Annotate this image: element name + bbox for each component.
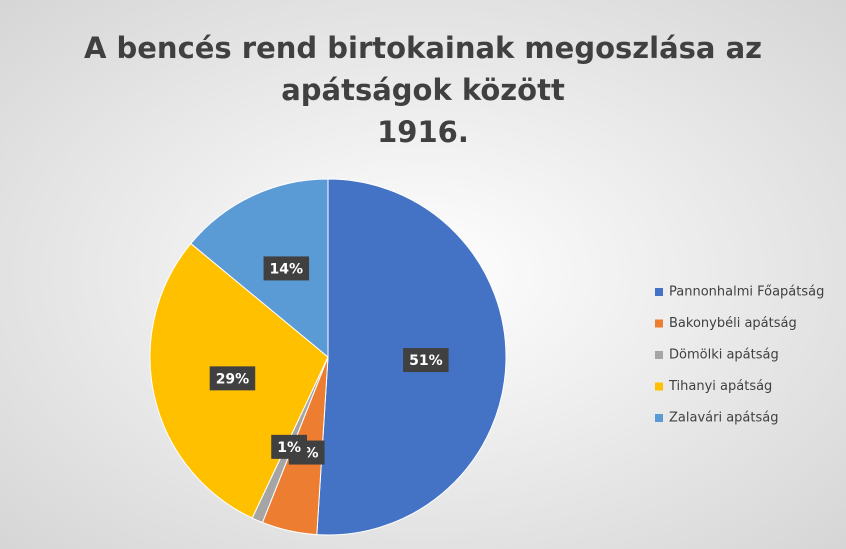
data-label-text: 1%	[277, 440, 301, 456]
legend-label: Zalavári apátság	[669, 411, 778, 426]
legend-swatch	[655, 414, 663, 422]
legend-swatch	[655, 351, 663, 359]
data-label-text: 51%	[409, 353, 443, 369]
legend-label: Bakonybéli apátság	[669, 316, 797, 331]
data-label: 1%	[271, 434, 308, 459]
legend-label: Dömölki apátság	[669, 348, 779, 363]
legend-label: Tihanyi apátság	[668, 379, 772, 394]
data-label: 29%	[209, 366, 256, 391]
legend-label: Pannonhalmi Főapátság	[669, 285, 824, 300]
chart-title: A bencés rend birtokainak megoszlása az	[84, 31, 762, 65]
data-label: 51%	[403, 348, 449, 373]
legend-swatch	[655, 319, 663, 328]
legend-swatch	[655, 288, 663, 296]
legend-swatch	[655, 382, 663, 391]
data-label-box	[263, 256, 310, 281]
data-label: 14%	[263, 256, 310, 281]
data-label-box	[403, 348, 449, 373]
chart-title: apátságok között	[281, 73, 565, 107]
chart-title: 1916.	[377, 115, 469, 149]
data-label-text: 29%	[216, 371, 250, 387]
data-label-box	[271, 434, 308, 459]
data-label-box	[209, 366, 256, 391]
pie-slice	[190, 178, 329, 359]
data-label-text: 14%	[270, 261, 304, 277]
